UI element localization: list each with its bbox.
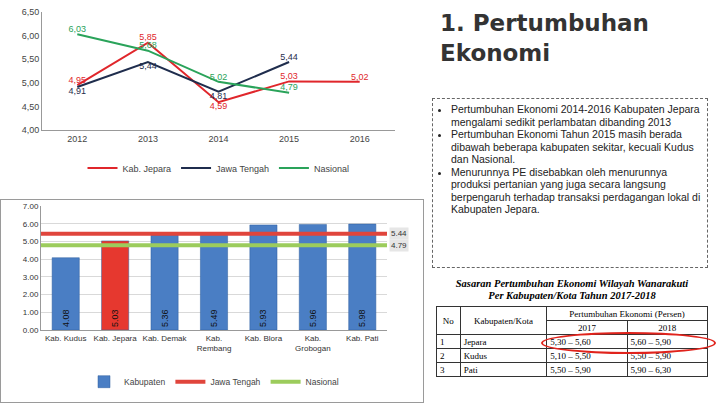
svg-text:5,68: 5,68 [139,40,157,50]
svg-text:4,00: 4,00 [22,125,40,135]
svg-text:5,85: 5,85 [139,32,157,42]
svg-text:Kab. Pati: Kab. Pati [346,334,379,343]
svg-text:4,59: 4,59 [210,101,228,111]
html-text:1. Pertumbuhan Ekonomi: 1. Pertumbuhan Ekonomi [440,10,649,66]
svg-text:1.00: 1.00 [23,308,39,317]
svg-text:4,50: 4,50 [22,102,40,112]
svg-text:2014: 2014 [208,134,228,144]
html-text:Kabupaten/Kota: Kabupaten/Kota [473,315,533,326]
svg-text:5,00: 5,00 [22,78,40,88]
html-text:1: 1 [440,336,445,347]
html-text:3: 3 [440,364,445,375]
html-text:No: No [442,315,454,326]
svg-text:4,91: 4,91 [69,86,87,96]
html-text:Jepara: Jepara [463,336,487,347]
svg-text:7.00: 7.00 [23,202,39,211]
html-text:5,30 – 5,60: 5,30 – 5,60 [550,336,591,347]
html-text:2: 2 [440,350,445,361]
html-text:5,60 – 5,90: 5,60 – 5,90 [630,336,672,347]
svg-text:0.00: 0.00 [23,326,39,335]
svg-text:2013: 2013 [138,134,158,144]
svg-text:Kab. Jepara: Kab. Jepara [94,334,138,343]
html-text:Sasaran Pertumbuhan Ekonomi Wi: Sasaran Pertumbuhan Ekonomi Wilayah Wana… [455,278,689,289]
html-text:5,50 – 5,90: 5,50 – 5,90 [630,350,672,361]
svg-text:5.49: 5.49 [209,309,219,327]
html-text:5,10 – 5,50: 5,10 – 5,50 [550,350,591,361]
html-text:Pati: Pati [463,364,478,375]
svg-text:5,02: 5,02 [210,72,228,82]
svg-text:4,95: 4,95 [69,75,87,85]
svg-text:2015: 2015 [279,134,299,144]
svg-text:Nasional: Nasional [306,377,339,387]
svg-text:4,81: 4,81 [210,91,228,101]
svg-text:6,00: 6,00 [22,31,40,41]
html-text:2017: 2017 [577,322,596,333]
svg-text:Kab. Demak: Kab. Demak [143,334,188,343]
svg-text:Kab. Blora: Kab. Blora [245,334,283,343]
svg-text:Jawa Tengah: Jawa Tengah [216,164,269,174]
svg-text:3.00: 3.00 [23,273,39,282]
svg-text:2016: 2016 [350,134,370,144]
svg-text:5,44: 5,44 [280,52,298,62]
svg-text:Nasional: Nasional [314,164,349,174]
svg-text:5,03: 5,03 [280,71,298,81]
html-text:Pertumbuhan Ekonomi (Persen): Pertumbuhan Ekonomi (Persen) [569,308,685,319]
html-text:Kudus: Kudus [463,350,488,361]
svg-text:4,79: 4,79 [280,82,298,92]
html-text:Menurunnya PE disebabkan oleh: Menurunnya PE disebabkan oleh menurunnya… [451,165,701,215]
svg-text:5.00: 5.00 [23,237,39,246]
svg-text:5.93: 5.93 [258,309,268,327]
html-text:5,90 – 6,30: 5,90 – 6,30 [630,364,672,375]
svg-text:6,50: 6,50 [22,7,40,17]
svg-text:5,50: 5,50 [22,54,40,64]
svg-text:6,03: 6,03 [69,24,87,34]
svg-text:5.44: 5.44 [391,229,407,238]
html-text:Pertumbuhan Ekonomi Tahun 2015: Pertumbuhan Ekonomi Tahun 2015 masih ber… [451,128,694,165]
svg-text:6.00: 6.00 [23,220,39,229]
svg-text:5,44: 5,44 [139,61,157,71]
svg-text:4.79: 4.79 [391,241,407,250]
html-text:Per Kabupaten/Kota Tahun 2017-: Per Kabupaten/Kota Tahun 2017-2018 [488,290,656,301]
svg-text:Kab. Kudus: Kab. Kudus [45,334,86,343]
svg-text:Jawa Tengah: Jawa Tengah [210,377,260,387]
svg-text:5.03: 5.03 [110,309,120,327]
svg-text:Kab.Grobogan: Kab.Grobogan [295,334,331,353]
svg-text:Kab. Jepara: Kab. Jepara [123,164,172,174]
svg-text:Kabupaten: Kabupaten [124,377,165,387]
svg-text:4.00: 4.00 [23,255,39,264]
html-text:5,50 – 5,90: 5,50 – 5,90 [550,364,591,375]
svg-text:5.96: 5.96 [308,309,318,327]
svg-text:Kab.Rembang: Kab.Rembang [197,334,232,353]
html-text:2018: 2018 [658,322,677,333]
svg-text:2.00: 2.00 [23,290,39,299]
svg-text:5.98: 5.98 [357,309,367,327]
html-text:Pertumbuhan Ekonomi 2014-2016: Pertumbuhan Ekonomi 2014-2016 Kabupaten … [451,103,700,128]
svg-text:5.36: 5.36 [160,309,170,327]
svg-text:5,02: 5,02 [351,72,369,82]
svg-text:4.08: 4.08 [61,309,71,327]
svg-text:2012: 2012 [67,134,87,144]
